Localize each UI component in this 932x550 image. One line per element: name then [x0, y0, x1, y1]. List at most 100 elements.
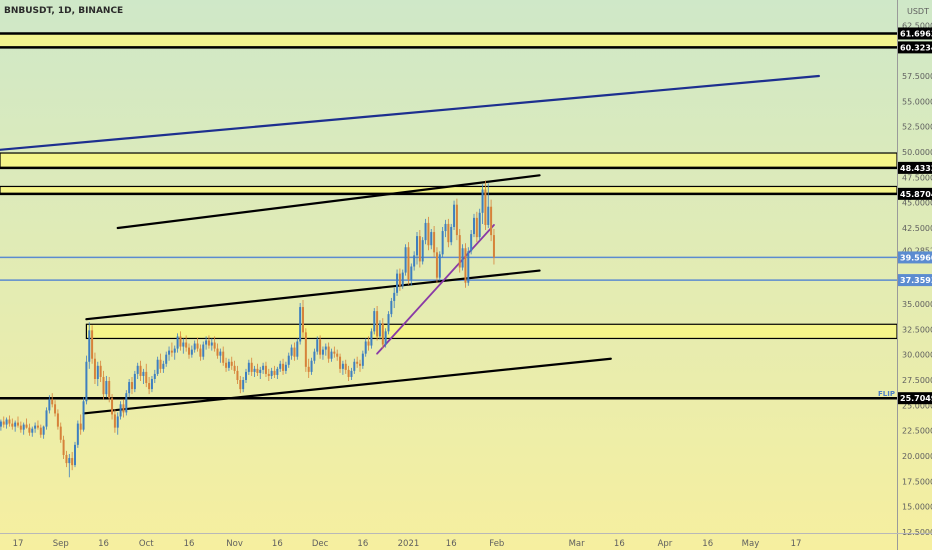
candle-body: [190, 349, 193, 355]
candle-body: [111, 398, 114, 415]
candle-body: [142, 371, 145, 376]
candle-body: [416, 236, 418, 256]
x-tick-label: Nov: [226, 539, 243, 549]
level-label-bg: [898, 41, 932, 54]
candle-body: [182, 342, 185, 347]
candle-body: [356, 361, 359, 364]
y-tick-label: 12.5000: [902, 528, 932, 537]
x-tick-label: Apr: [658, 539, 673, 549]
candle-body: [270, 370, 273, 376]
y-tick-label: 47.5000: [902, 173, 932, 182]
candle-body: [404, 247, 407, 273]
level-label-bg: [898, 392, 932, 405]
candle-body: [435, 252, 438, 278]
candle-body: [407, 247, 410, 280]
candle-body: [376, 311, 379, 337]
candle-body: [213, 342, 216, 349]
y-tick-label: 15.0000: [902, 503, 932, 512]
candle-body: [401, 272, 404, 286]
candle-body: [56, 413, 59, 427]
x-tick-label: Sep: [53, 539, 69, 549]
candle-body: [284, 364, 287, 371]
x-tick-label: 16: [614, 539, 625, 549]
level-label-bg: [898, 161, 932, 174]
level-label-37.3593: 37.3593: [900, 276, 932, 285]
candle-body: [441, 231, 444, 255]
candle-body: [188, 347, 190, 355]
candle-body: [74, 444, 76, 466]
candle-body: [156, 359, 159, 374]
unit-label: USDT: [907, 7, 929, 16]
level-label-45.8704: 45.8704: [900, 190, 932, 199]
level-label-bg: [898, 251, 932, 264]
candle-body: [105, 381, 108, 395]
x-tick-label: 16: [184, 539, 195, 549]
candle-body: [464, 248, 467, 283]
candle-body: [467, 251, 470, 283]
candle-body: [165, 354, 168, 364]
candle-body: [424, 222, 427, 241]
candle-body: [387, 314, 390, 332]
candle-body: [296, 341, 299, 357]
x-tick-label: Feb: [489, 539, 504, 549]
y-tick-label: 25.0000: [902, 401, 932, 410]
candle-body: [202, 344, 205, 357]
candle-body: [11, 423, 14, 427]
candle-body: [247, 362, 250, 372]
candle-body: [170, 350, 173, 353]
candle-body: [381, 323, 384, 345]
candle-body: [481, 189, 484, 213]
trendline-black-3: [82, 357, 612, 415]
candle-body: [279, 363, 282, 369]
y-tick-label: 55.0000: [902, 97, 932, 106]
candle-body: [276, 368, 279, 375]
x-tick-label: Dec: [312, 539, 329, 549]
candle-body: [304, 332, 307, 367]
candle-body: [359, 363, 361, 366]
level-label-bg: [898, 274, 932, 287]
candle-body: [108, 381, 111, 399]
candle-body: [458, 235, 461, 268]
trendline-black-1: [116, 174, 541, 230]
x-tick-label: May: [742, 539, 760, 549]
candle-body: [28, 427, 31, 433]
candle-body: [487, 206, 490, 225]
candle-body: [262, 365, 265, 370]
candle-body: [76, 423, 79, 445]
candle-body: [293, 347, 296, 357]
candle-body: [327, 346, 330, 359]
candle-body: [316, 339, 319, 352]
candle-body: [350, 370, 353, 377]
time-axis: 17 Sep 16 Oct 16 Nov 16 Dec 16 2021 16 Feb Mar 16 Apr 1…: [0, 533, 932, 549]
x-tick-label: 17: [13, 539, 24, 549]
candle-body: [159, 359, 162, 369]
level-label-bg: [898, 27, 932, 40]
candle-body: [344, 363, 347, 370]
candle-body: [299, 307, 302, 342]
candle-body: [267, 373, 270, 376]
x-tick-label: 16: [702, 539, 713, 549]
candle-body: [398, 273, 401, 286]
y-tick-label: 17.5000: [902, 477, 932, 486]
candle-body: [145, 371, 148, 384]
candle-body: [39, 427, 42, 435]
candle-body: [59, 426, 62, 440]
candle-body: [210, 342, 213, 346]
candle-body: [319, 339, 322, 355]
chart-title: BNBUSDT, 1D, BINANCE: [4, 6, 123, 16]
candle-body: [96, 365, 99, 379]
candles-layer: [0, 180, 495, 478]
candle-body: [17, 422, 19, 426]
x-tick-label: Mar: [569, 539, 586, 549]
trendline-black-2: [85, 269, 541, 321]
candle-body: [176, 336, 179, 349]
candle-body: [339, 356, 342, 369]
candle-body: [222, 351, 225, 363]
candle-body: [113, 414, 116, 428]
candle-body: [378, 323, 381, 337]
candle-body: [148, 383, 151, 390]
candle-body: [102, 376, 105, 395]
candle-body: [396, 273, 399, 293]
